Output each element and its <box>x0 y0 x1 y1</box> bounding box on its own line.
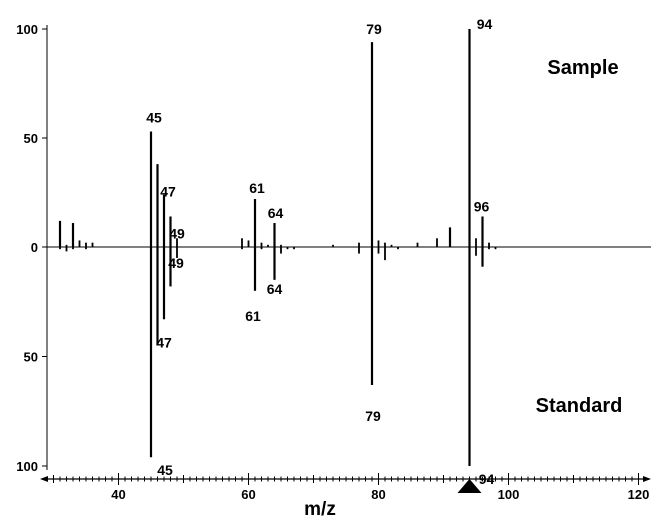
precursor-marker-triangle-icon <box>457 479 482 493</box>
standard-peak-label-47: 47 <box>156 334 172 350</box>
y-tick-label: 100 <box>16 22 38 37</box>
y-tick-label: 100 <box>16 459 38 474</box>
x-tick-label: 40 <box>111 487 125 502</box>
x-tick-label: 100 <box>498 487 520 502</box>
standard-peak-label-61: 61 <box>245 308 261 324</box>
y-tick-label: 50 <box>24 350 38 365</box>
standard-peak-label-45: 45 <box>157 462 173 478</box>
sample-peak-label-61: 61 <box>249 180 265 196</box>
y-tick-label: 0 <box>31 240 38 255</box>
standard-peak-label-94: 94 <box>479 471 495 487</box>
x-tick-label: 120 <box>628 487 650 502</box>
panel-label-standard: Standard <box>536 395 623 417</box>
axes-layer: 100 50 0 50 100 40 60 80 100 120 <box>16 22 651 502</box>
standard-peak-label-64: 64 <box>267 281 283 297</box>
sample-peak-label-45: 45 <box>146 109 162 125</box>
y-tick-label: 50 <box>24 131 38 146</box>
sample-peak-label-49: 49 <box>169 225 185 241</box>
standard-peak-label-79: 79 <box>365 408 381 424</box>
y-axis-ticks: 100 50 0 50 100 <box>16 22 47 474</box>
sample-peak-label-47: 47 <box>160 184 176 200</box>
sample-peak-label-94: 94 <box>477 16 493 32</box>
sample-peak-label-64: 64 <box>268 205 284 221</box>
x-tick-label: 80 <box>371 487 385 502</box>
x-axis-ticks: 40 60 80 100 120 <box>53 473 650 502</box>
peaks-layer <box>58 29 497 466</box>
x-tick-label: 60 <box>241 487 255 502</box>
standard-peak-label-49: 49 <box>168 255 184 271</box>
sample-peak-label-96: 96 <box>474 198 490 214</box>
x-axis-right-arrow-icon <box>643 476 651 482</box>
sample-peak-label-79: 79 <box>366 21 382 37</box>
x-axis-title: m/z <box>304 499 336 520</box>
x-axis-left-arrow-icon <box>40 476 48 482</box>
panel-label-sample: Sample <box>547 57 618 79</box>
